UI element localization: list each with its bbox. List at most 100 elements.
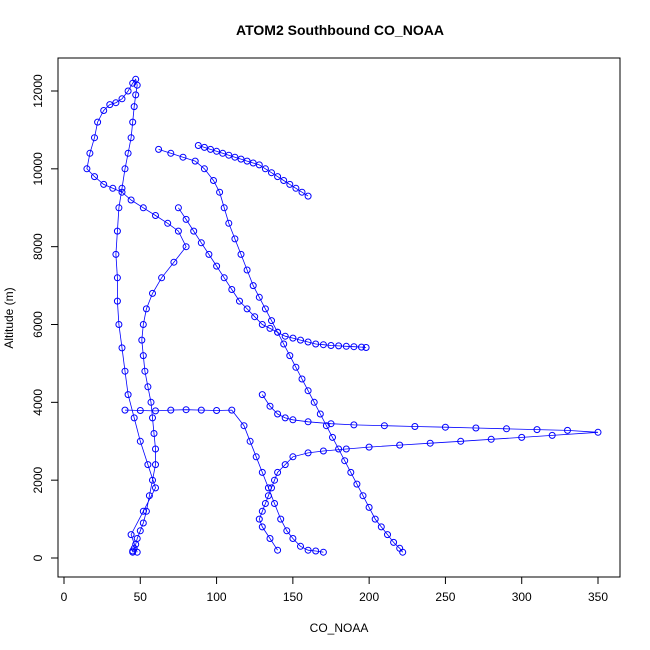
data-point (304, 546, 312, 554)
data-point (258, 468, 266, 476)
data-point (106, 101, 114, 109)
data-point (289, 535, 297, 542)
data-point (564, 426, 571, 434)
data-point (83, 165, 91, 173)
data-point (216, 188, 224, 196)
data-point (365, 443, 373, 451)
data-point (255, 293, 263, 301)
data-point (231, 235, 239, 243)
data-point (182, 215, 190, 223)
data-point (127, 531, 135, 539)
data-point (86, 149, 94, 157)
data-point (237, 155, 245, 163)
data-point (327, 342, 335, 349)
data-point (280, 340, 288, 348)
data-point (152, 407, 159, 415)
data-point (399, 548, 407, 556)
data-point (350, 421, 358, 429)
plot-area (83, 75, 602, 556)
data-point (118, 184, 126, 192)
data-point (319, 447, 327, 455)
series-2 (255, 391, 602, 554)
data-point (246, 437, 254, 445)
data-point (261, 305, 269, 313)
data-point (390, 538, 398, 546)
data-point (298, 188, 306, 196)
data-point (127, 134, 135, 142)
data-point (179, 153, 187, 161)
data-point (213, 407, 221, 414)
data-point (136, 437, 144, 445)
data-point (342, 445, 350, 453)
data-point (94, 118, 102, 126)
data-point (274, 173, 282, 181)
data-point (280, 177, 288, 184)
data-point (249, 282, 257, 290)
data-point (220, 274, 228, 282)
data-point (136, 527, 144, 535)
data-point (258, 321, 266, 328)
data-point (228, 286, 236, 293)
data-point (297, 336, 304, 344)
data-point (252, 453, 260, 461)
data-point (113, 274, 121, 282)
data-point (136, 407, 144, 414)
data-point (274, 468, 282, 476)
data-point (274, 328, 282, 336)
data-point (271, 476, 278, 484)
data-point (319, 548, 327, 556)
data-point (255, 515, 263, 523)
data-point (225, 151, 233, 159)
data-point (182, 406, 190, 414)
data-point (268, 317, 275, 325)
data-point (411, 423, 419, 430)
data-point (371, 515, 379, 523)
data-point (138, 336, 146, 344)
data-point (121, 367, 129, 375)
data-point (91, 134, 98, 142)
data-point (281, 461, 289, 469)
data-point (150, 430, 158, 437)
data-point (298, 375, 306, 383)
data-point (243, 305, 251, 313)
data-point (147, 398, 155, 406)
data-point (139, 204, 147, 212)
data-point (129, 118, 137, 126)
data-point (268, 169, 275, 177)
x-tick-label: 300 (512, 590, 532, 604)
data-point (533, 426, 541, 434)
data-point (548, 431, 556, 439)
data-point (322, 422, 330, 430)
data-point (292, 184, 300, 192)
data-point (191, 157, 199, 165)
data-point (118, 95, 126, 103)
series-4 (121, 406, 327, 556)
plot-frame (57, 57, 621, 578)
data-point (91, 173, 98, 181)
data-point (261, 500, 269, 507)
x-tick-label: 100 (207, 590, 227, 604)
data-point (335, 445, 343, 453)
data-point (121, 406, 129, 414)
y-tick-label: 8000 (31, 233, 45, 260)
data-point (115, 204, 123, 212)
x-tick-label: 250 (435, 590, 455, 604)
x-tick-label: 150 (283, 590, 303, 604)
data-point (194, 142, 202, 149)
series-5 (194, 142, 312, 200)
data-point (335, 342, 343, 350)
data-point (167, 406, 175, 414)
data-point (139, 321, 147, 328)
data-point (237, 250, 245, 258)
data-point (228, 406, 236, 414)
data-point (266, 535, 274, 542)
data-point (503, 425, 510, 433)
data-point (118, 188, 126, 196)
data-point (261, 165, 269, 173)
data-point (286, 180, 294, 188)
data-point (377, 523, 385, 531)
data-point (365, 503, 373, 511)
data-point (342, 342, 350, 350)
data-point (297, 542, 304, 550)
x-tick-label: 350 (588, 590, 608, 604)
